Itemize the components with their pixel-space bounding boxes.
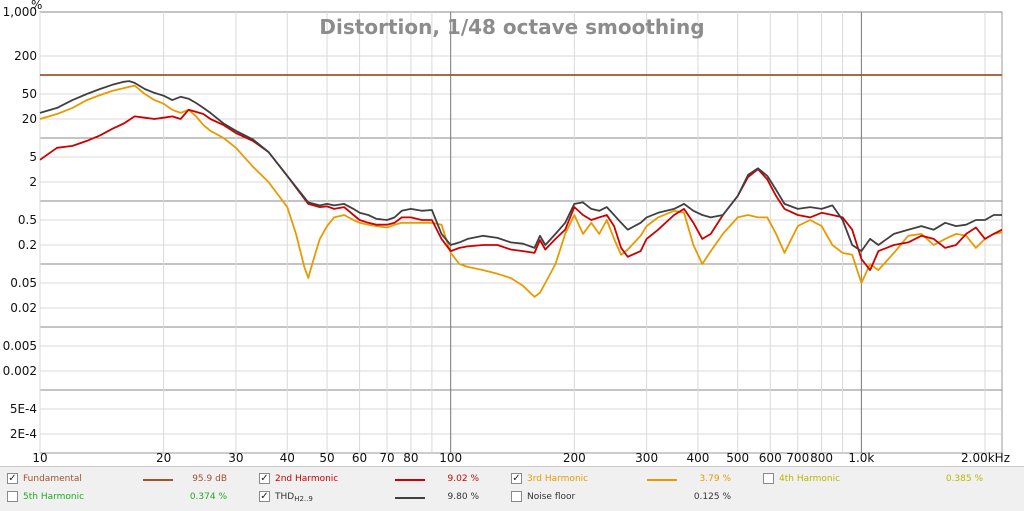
thd-checkbox[interactable]: ✓ <box>259 491 270 502</box>
x-tick-label: 80 <box>403 451 418 465</box>
legend-label: 5th Harmonic <box>23 492 85 502</box>
y-tick-label: 5 <box>29 150 37 164</box>
legend-item-h4[interactable]: 4th Harmonic 0.385 % <box>763 471 988 489</box>
y-tick-label: 0.02 <box>10 301 37 315</box>
h5-checkbox[interactable] <box>7 491 18 502</box>
x-tick-label: 100 <box>439 451 462 465</box>
x-tick-label: 300 <box>635 451 658 465</box>
y-tick-label: 2 <box>29 175 37 189</box>
x-tick-label: 60 <box>352 451 367 465</box>
legend-value: 9.02 % <box>447 474 479 484</box>
x-tick-label: 30 <box>228 451 243 465</box>
legend-label: Noise floor <box>527 492 576 502</box>
legend-label: THDH2..9 <box>275 492 313 503</box>
h3-checkbox[interactable]: ✓ <box>511 473 522 484</box>
legend-item-h2[interactable]: ✓ 2nd Harmonic 9.02 % <box>259 471 484 489</box>
noise-floor-checkbox[interactable] <box>511 491 522 502</box>
x-tick-label: 50 <box>319 451 334 465</box>
y-axis-unit: % <box>31 0 42 12</box>
x-tick-label: 200 <box>563 451 586 465</box>
y-tick-label: 20 <box>22 112 37 126</box>
y-axis-ticks: 1,000 200 50 20 5 2 0.5 0.2 0.05 0.02 0.005 0.002 5E… <box>3 5 37 441</box>
legend-value: 3.79 % <box>699 474 731 484</box>
legend-swatch <box>395 497 425 499</box>
plot-background <box>39 11 1003 454</box>
legend-value: 95.9 dB <box>192 474 227 484</box>
x-tick-label: 500 <box>726 451 749 465</box>
y-tick-label: 0.05 <box>10 276 37 290</box>
x-tick-label: 40 <box>280 451 295 465</box>
legend-item-thd[interactable]: ✓ THDH2..9 9.80 % <box>259 489 484 507</box>
y-tick-label: 5E-4 <box>10 402 37 416</box>
legend-swatch <box>395 479 425 481</box>
legend-item-fundamental[interactable]: ✓ Fundamental 95.9 dB <box>7 471 232 489</box>
legend-swatch <box>143 479 173 481</box>
x-tick-label: 70 <box>379 451 394 465</box>
y-tick-label: 200 <box>14 49 37 63</box>
y-tick-label: 50 <box>22 87 37 101</box>
y-tick-label: 0.2 <box>18 238 37 252</box>
x-tick-label: 10 <box>32 451 47 465</box>
y-tick-label: 0.5 <box>18 213 37 227</box>
x-tick-label: 2.00kHz <box>961 451 1010 465</box>
x-axis-ticks: 10 20 30 40 50 60 70 80 100 200 300 400 500 600 700 800… <box>32 451 1010 465</box>
x-tick-label: 800 <box>810 451 833 465</box>
x-tick-label: 20 <box>156 451 171 465</box>
legend-label: 4th Harmonic <box>779 474 841 484</box>
y-tick-label: 0.002 <box>3 364 37 378</box>
x-tick-label: 600 <box>759 451 782 465</box>
legend-label: 3rd Harmonic <box>527 474 589 484</box>
legend-item-h5[interactable]: 5th Harmonic 0.374 % <box>7 489 232 507</box>
h4-checkbox[interactable] <box>763 473 774 484</box>
legend-value: 0.385 % <box>945 474 983 484</box>
legend-label: Fundamental <box>23 474 82 484</box>
series-line-thd-h2-9 <box>39 80 1002 252</box>
chart-title: Distortion, 1/48 octave smoothing <box>319 15 704 39</box>
legend-panel: ✓ Fundamental 95.9 dB ✓ 2nd Harmonic 9.0… <box>0 466 1024 511</box>
thd-label: THD <box>275 492 295 502</box>
legend-item-noise-floor[interactable]: Noise floor 0.125 % <box>511 489 736 507</box>
y-tick-label: 2E-4 <box>10 427 37 441</box>
series-lines <box>39 74 1003 298</box>
legend-item-h3[interactable]: ✓ 3rd Harmonic 3.79 % <box>511 471 736 489</box>
y-tick-label: 1,000 <box>3 5 37 19</box>
y-tick-label: 0.005 <box>3 339 37 353</box>
thd-subscript: H2..9 <box>294 495 313 503</box>
series-line-3rd-harmonic <box>39 84 1003 298</box>
grid-lines <box>39 11 1002 453</box>
legend-label: 2nd Harmonic <box>275 474 339 484</box>
x-tick-label: 400 <box>686 451 709 465</box>
fundamental-checkbox[interactable]: ✓ <box>7 473 18 484</box>
h2-checkbox[interactable]: ✓ <box>259 473 270 484</box>
legend-value: 0.125 % <box>693 492 731 502</box>
legend-value: 9.80 % <box>447 492 479 502</box>
x-tick-label: 700 <box>786 451 809 465</box>
legend-value: 0.374 % <box>189 492 227 502</box>
legend-swatch <box>647 479 677 481</box>
distortion-chart: 1,000 200 50 20 5 2 0.5 0.2 0.05 0.02 0.005 0.002 5E… <box>3 0 1010 465</box>
x-tick-label: 1.0k <box>848 451 874 465</box>
